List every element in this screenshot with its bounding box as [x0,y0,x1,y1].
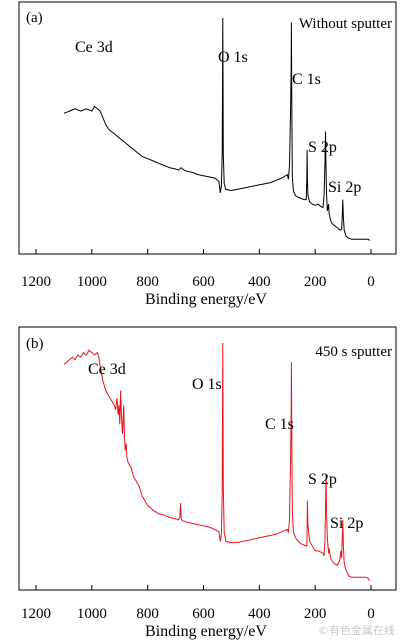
x-ticks-a [35,249,372,254]
peak-label-ce3d-a: Ce 3d [75,39,113,56]
x-ticks-b [35,585,372,590]
chart-panel-a: (a) Without sputter 1200 1000 800 600 400 200… [18,1,397,308]
x-tick-label: 0 [367,606,375,622]
x-tick-label: 800 [136,606,159,622]
x-tick-label: 800 [136,274,159,290]
x-tick-label: 1200 [21,274,51,290]
watermark: ©有色金属在线 [318,623,395,637]
panel-label-a: (a) [26,10,43,26]
peak-label-si2p-b: Si 2p [330,515,363,532]
x-tick-label: 200 [304,606,327,622]
x-tick-labels-a: 1200 1000 800 600 400 200 0 [21,274,375,290]
peak-label-c1s-a: C 1s [292,71,321,88]
panel-label-b: (b) [26,336,44,352]
peak-label-si2p-a: Si 2p [328,179,361,196]
peak-label-s2p-a: S 2p [308,139,337,156]
x-tick-label: 400 [248,274,271,290]
x-tick-label: 200 [304,274,327,290]
spectrum-line-b [63,342,371,582]
x-tick-label: 0 [367,274,375,290]
plot-frame-a [18,1,397,255]
condition-label-b: 450 s sputter [315,344,392,360]
x-tick-label: 1000 [77,274,107,290]
x-axis-label-a: Binding energy/eV [145,291,267,308]
x-tick-label: 1000 [77,606,107,622]
x-tick-label: 1200 [21,606,51,622]
x-tick-label: 400 [248,606,271,622]
x-tick-label: 600 [192,606,215,622]
condition-label-a: Without sputter [299,16,392,32]
peak-label-o1s-b: O 1s [192,376,222,393]
peak-label-o1s-a: O 1s [218,49,248,66]
spectrum-line-a [63,17,370,241]
x-tick-label: 600 [192,274,215,290]
chart-panel-b: (b) 450 s sputter 1200 1000 800 600 400 200 0 … [18,326,397,640]
peak-label-ce3d-b: Ce 3d [88,361,126,378]
peak-label-s2p-b: S 2p [308,471,337,488]
x-axis-label-b: Binding energy/eV [145,623,267,640]
peak-label-c1s-b: C 1s [265,416,294,433]
x-tick-labels-b: 1200 1000 800 600 400 200 0 [21,606,375,622]
plot-frame-b [18,326,397,591]
